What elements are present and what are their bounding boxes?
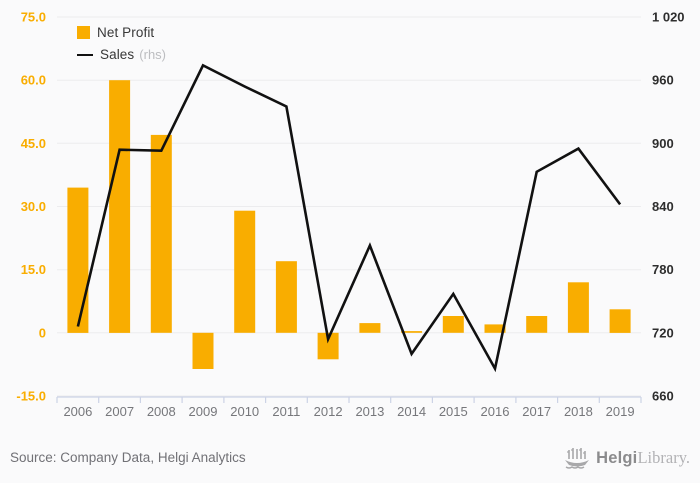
left-axis-tick-label: 15.0	[21, 262, 46, 277]
x-axis-year-label: 2010	[230, 404, 259, 419]
helgi-ship-icon	[565, 448, 590, 469]
right-axis-tick-label: 960	[652, 73, 674, 88]
brand-text: HelgiLibrary.	[596, 448, 690, 468]
x-axis-year-label: 2018	[564, 404, 593, 419]
net-profit-bar-2008[interactable]	[150, 134, 172, 333]
brand-text-helgi: Helgi	[596, 449, 638, 467]
net-profit-bar-2011[interactable]	[275, 261, 297, 333]
net-profit-bar-2015[interactable]	[442, 316, 464, 333]
sales-line-swatch-icon	[77, 53, 93, 56]
legend-label-sales-suffix: (rhs)	[139, 47, 166, 62]
right-axis-labels: 1 020 960 900 840 780 720 660	[652, 10, 685, 404]
x-axis-year-label: 2019	[606, 404, 635, 419]
x-axis-year-label: 2011	[272, 404, 300, 419]
x-axis-year-label: 2016	[481, 404, 510, 419]
sales-line-series	[76, 63, 622, 373]
net-profit-bar-2007[interactable]	[109, 80, 131, 333]
right-axis-tick-label: 900	[652, 136, 674, 151]
left-axis-tick-label: 75.0	[21, 10, 46, 25]
net-profit-bar-2009[interactable]	[192, 332, 214, 369]
source-note: Source: Company Data, Helgi Analytics	[10, 450, 246, 465]
net-profit-bar-2018[interactable]	[567, 282, 589, 333]
x-axis-year-label: 2006	[63, 404, 92, 419]
legend-item-sales[interactable]: Sales (rhs)	[77, 47, 166, 62]
net-profit-bar-2016[interactable]	[484, 324, 506, 333]
net-profit-bar-2012[interactable]	[317, 332, 339, 360]
legend-item-net-profit[interactable]: Net Profit	[77, 25, 166, 40]
legend-label-sales: Sales	[100, 47, 135, 62]
x-axis-year-label: 2012	[314, 404, 343, 419]
x-axis-year-label: 2014	[397, 404, 426, 419]
x-axis-year-label: 2009	[189, 404, 218, 419]
right-axis-tick-label: 840	[652, 199, 674, 214]
x-axis-year-label: 2013	[355, 404, 384, 419]
net-profit-bar-2019[interactable]	[609, 309, 631, 333]
net-profit-bar-2017[interactable]	[526, 316, 548, 333]
left-axis-tick-label: 0	[39, 325, 46, 340]
left-axis-tick-label: -15.0	[16, 389, 46, 404]
x-axis: 2006 2007 2008 2009 2010 2011 2012 2013 2014 2015…	[56, 396, 642, 419]
x-axis-year-label: 2017	[522, 404, 551, 419]
right-axis-tick-label: 660	[652, 389, 674, 404]
net-profit-bar-2006[interactable]	[67, 187, 89, 333]
net-profit-bar-series	[67, 80, 631, 369]
right-axis-tick-label: 780	[652, 262, 674, 277]
x-axis-year-label: 2015	[439, 404, 468, 419]
left-axis-tick-label: 45.0	[21, 136, 46, 151]
gridlines	[57, 16, 641, 397]
right-axis-tick-label: 1 020	[652, 10, 685, 25]
legend: Net Profit Sales (rhs)	[77, 25, 166, 69]
net-profit-bar-2010[interactable]	[234, 210, 256, 333]
left-axis-labels: 75.0 60.0 45.0 30.0 15.0 0 -15.0	[16, 10, 46, 404]
legend-label-net-profit: Net Profit	[97, 25, 155, 40]
x-axis-year-label: 2007	[105, 404, 134, 419]
brand-logo[interactable]: HelgiLibrary.	[564, 446, 690, 470]
x-axis-year-label: 2008	[147, 404, 176, 419]
net-profit-bar-2013[interactable]	[359, 323, 381, 333]
brand-text-library: Library.	[637, 448, 690, 467]
left-axis-tick-label: 60.0	[21, 73, 46, 88]
net-profit-bar-2014[interactable]	[401, 331, 423, 333]
sales-line-path[interactable]	[76, 63, 622, 373]
net-profit-swatch-icon	[77, 26, 90, 39]
right-axis-tick-label: 720	[652, 325, 674, 340]
left-axis-tick-label: 30.0	[21, 199, 46, 214]
